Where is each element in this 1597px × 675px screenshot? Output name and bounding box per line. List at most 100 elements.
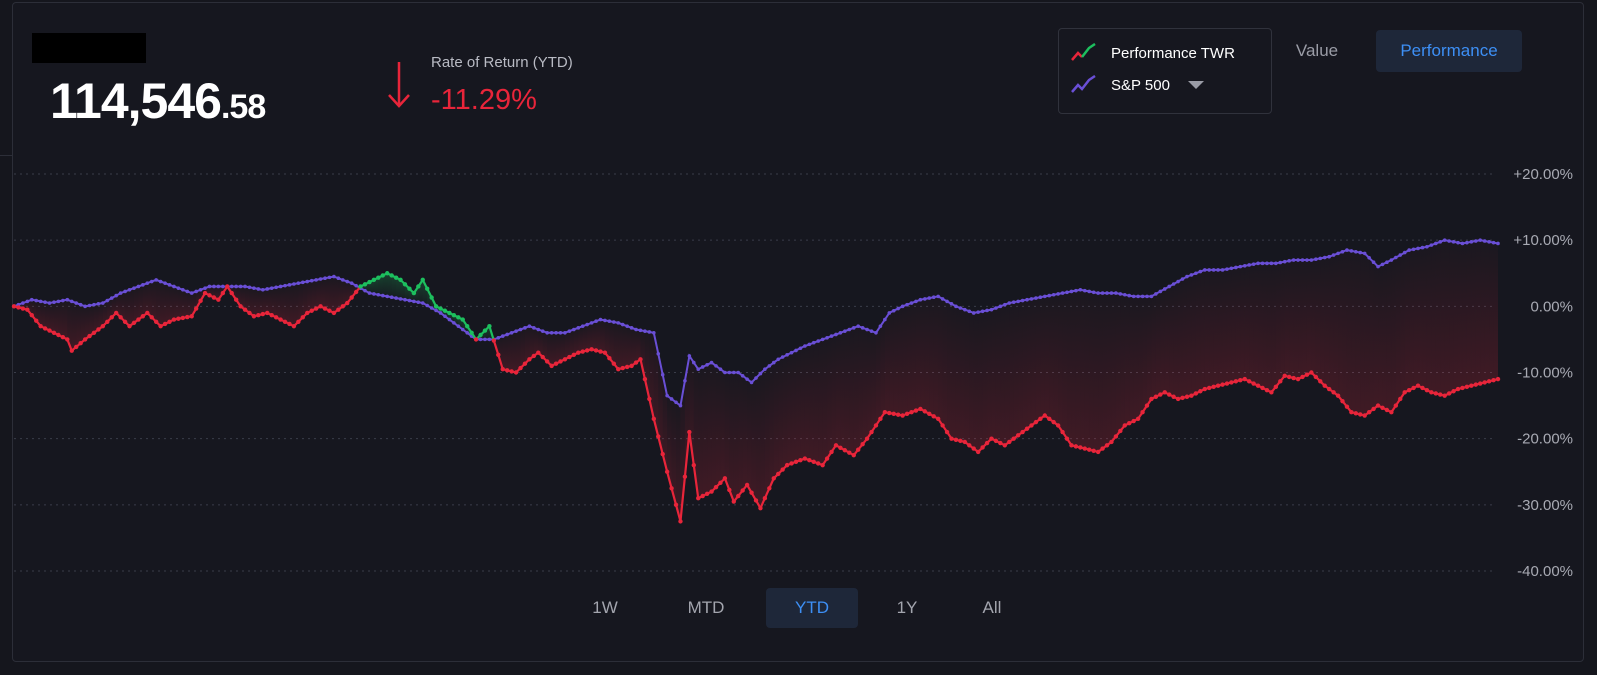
fill-region	[160, 281, 166, 327]
data-point-sp500	[1140, 294, 1145, 299]
data-point-performance	[1455, 386, 1461, 392]
data-point-sp500	[1238, 264, 1243, 269]
fill-region	[729, 372, 734, 502]
data-point-performance	[1331, 390, 1336, 395]
data-point-sp500	[532, 326, 536, 330]
value-view-button[interactable]: Value	[1295, 41, 1339, 60]
data-point-performance	[1064, 436, 1070, 441]
data-point-performance	[949, 436, 954, 441]
legend-item-benchmark[interactable]: S&P 500	[1071, 75, 1204, 95]
data-point-performance	[167, 319, 172, 324]
fill-region	[933, 296, 939, 419]
data-point-performance	[358, 284, 363, 289]
data-point-performance	[198, 298, 203, 304]
fill-region	[413, 286, 419, 303]
data-point-performance	[709, 489, 714, 494]
data-point-performance	[411, 290, 417, 296]
data-point-sp500	[1082, 288, 1087, 293]
range-tab-all[interactable]: All	[982, 598, 1002, 617]
data-point-sp500	[700, 365, 705, 369]
range-tab-mtd[interactable]: MTD	[687, 598, 725, 617]
data-point-performance	[504, 368, 510, 373]
data-point-sp500	[136, 284, 141, 289]
range-tab-1w[interactable]: 1W	[592, 598, 618, 617]
data-point-sp500	[625, 324, 629, 328]
fill-region	[498, 336, 503, 370]
fill-region	[920, 298, 925, 412]
data-point-sp500	[83, 304, 87, 309]
fill-region	[378, 275, 383, 296]
series-line-performance	[639, 358, 647, 381]
fill-region	[302, 281, 308, 318]
data-point-performance	[496, 352, 501, 358]
fill-region	[240, 286, 246, 310]
data-point-performance	[1184, 394, 1190, 399]
data-point-sp500	[96, 302, 101, 306]
range-tab-ytd[interactable]: YTD	[766, 588, 858, 628]
fill-region	[1382, 262, 1387, 410]
data-point-performance	[660, 451, 665, 457]
data-point-performance	[1420, 385, 1425, 391]
data-point-sp500	[1340, 249, 1345, 254]
data-point-performance	[1335, 393, 1341, 398]
data-point-sp500	[758, 371, 763, 376]
fill-region	[142, 283, 148, 317]
data-point-performance	[531, 353, 537, 359]
fill-region	[76, 303, 81, 347]
fill-region	[547, 332, 552, 366]
data-point-sp500	[838, 331, 843, 335]
fill-region	[1160, 288, 1165, 395]
data-point-sp500	[669, 397, 674, 401]
fill-region	[1262, 263, 1267, 391]
data-point-sp500	[1096, 291, 1100, 295]
legend-item-performance[interactable]: Performance TWR	[1071, 43, 1235, 63]
fill-region	[533, 327, 539, 356]
chevron-down-icon[interactable]	[1187, 81, 1204, 89]
data-point-sp500	[105, 298, 110, 303]
data-point-performance	[922, 409, 928, 414]
data-point-sp500	[927, 296, 932, 300]
data-point-performance	[300, 315, 306, 320]
data-point-sp500	[572, 327, 576, 332]
data-point-performance	[1140, 410, 1145, 415]
data-point-sp500	[483, 337, 487, 342]
data-point-performance	[882, 410, 888, 415]
data-point-sp500	[994, 306, 998, 310]
data-point-sp500	[21, 301, 25, 305]
data-point-sp500	[847, 327, 852, 332]
data-point-performance	[1095, 449, 1101, 455]
fill-region	[187, 291, 192, 318]
range-tab-1y[interactable]: 1Y	[896, 598, 918, 617]
data-point-sp500	[1202, 268, 1207, 272]
data-point-performance	[1242, 376, 1247, 382]
fill-region	[1107, 293, 1112, 446]
data-point-sp500	[740, 374, 745, 378]
data-point-sp500	[656, 351, 661, 356]
data-point-performance	[385, 271, 390, 276]
data-point-performance	[216, 297, 221, 302]
data-point-performance	[251, 314, 257, 319]
data-point-performance	[784, 462, 790, 468]
data-point-performance	[313, 306, 319, 311]
data-point-sp500	[1078, 287, 1083, 292]
data-point-performance	[189, 314, 194, 319]
fill-region	[569, 329, 574, 358]
data-point-performance	[700, 493, 705, 499]
y-tick-label: -10.00%	[1517, 365, 1573, 382]
data-point-sp500	[1318, 256, 1323, 261]
data-point-performance	[571, 352, 577, 358]
data-point-sp500	[443, 314, 447, 319]
performance-view-button[interactable]: Performance	[1376, 30, 1522, 72]
data-point-sp500	[678, 403, 683, 408]
data-point-sp500	[216, 284, 221, 289]
fill-region	[1058, 293, 1063, 433]
fill-region	[382, 273, 388, 297]
fill-region	[1484, 240, 1490, 383]
fill-region	[1027, 298, 1032, 429]
data-point-performance	[1149, 396, 1154, 402]
data-point-sp500	[727, 370, 732, 375]
data-point-performance	[944, 429, 950, 435]
data-point-performance	[1491, 378, 1496, 383]
data-point-performance	[736, 493, 741, 499]
data-point-sp500	[1460, 241, 1465, 246]
